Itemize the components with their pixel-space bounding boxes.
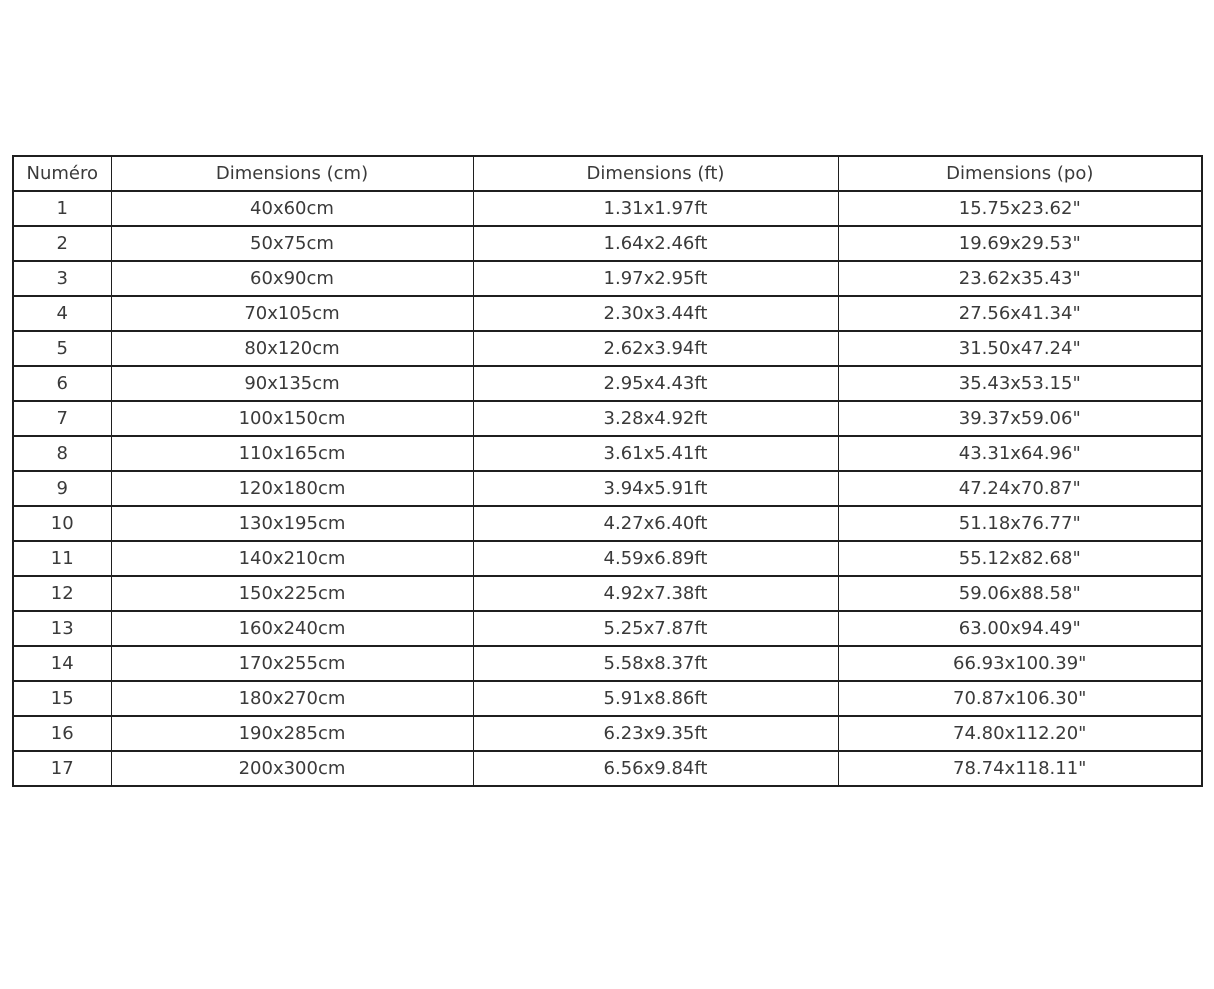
- table-cell: 1.97x2.95ft: [472, 260, 839, 297]
- table-cell: 8: [12, 435, 112, 472]
- table-row: 5 80x120cm 2.62x3.94ft 31.50x47.24": [12, 330, 1203, 367]
- table-cell: 160x240cm: [110, 610, 474, 647]
- table-cell: 5: [12, 330, 112, 367]
- table-row: 9 120x180cm 3.94x5.91ft 47.24x70.87": [12, 470, 1203, 507]
- table-cell: 4.92x7.38ft: [472, 575, 839, 612]
- table-cell: 150x225cm: [110, 575, 474, 612]
- table-row: 1 40x60cm 1.31x1.97ft 15.75x23.62": [12, 190, 1203, 227]
- table-cell: 6: [12, 365, 112, 402]
- table-cell: 59.06x88.58": [837, 575, 1203, 612]
- table-row: 6 90x135cm 2.95x4.43ft 35.43x53.15": [12, 365, 1203, 402]
- table-cell: 15.75x23.62": [837, 190, 1203, 227]
- table-cell: 51.18x76.77": [837, 505, 1203, 542]
- table-row: 17 200x300cm 6.56x9.84ft 78.74x118.11": [12, 750, 1203, 787]
- table-cell: 4: [12, 295, 112, 332]
- table-cell: 140x210cm: [110, 540, 474, 577]
- table-row: 14 170x255cm 5.58x8.37ft 66.93x100.39": [12, 645, 1203, 682]
- table-cell: 13: [12, 610, 112, 647]
- table-cell: 180x270cm: [110, 680, 474, 717]
- table-cell: 40x60cm: [110, 190, 474, 227]
- table-row: 4 70x105cm 2.30x3.44ft 27.56x41.34": [12, 295, 1203, 332]
- table-cell: 5.91x8.86ft: [472, 680, 839, 717]
- table-row: 13 160x240cm 5.25x7.87ft 63.00x94.49": [12, 610, 1203, 647]
- table-cell: 90x135cm: [110, 365, 474, 402]
- table-row: 10 130x195cm 4.27x6.40ft 51.18x76.77": [12, 505, 1203, 542]
- table-cell: 80x120cm: [110, 330, 474, 367]
- table-cell: 4.27x6.40ft: [472, 505, 839, 542]
- table-cell: 19.69x29.53": [837, 225, 1203, 262]
- table-cell: 66.93x100.39": [837, 645, 1203, 682]
- table-cell: 110x165cm: [110, 435, 474, 472]
- table-cell: 1.31x1.97ft: [472, 190, 839, 227]
- table-cell: 15: [12, 680, 112, 717]
- table-cell: 5.25x7.87ft: [472, 610, 839, 647]
- table-cell: 14: [12, 645, 112, 682]
- table-row: 12 150x225cm 4.92x7.38ft 59.06x88.58": [12, 575, 1203, 612]
- table-cell: 1: [12, 190, 112, 227]
- table-cell: 39.37x59.06": [837, 400, 1203, 437]
- table-header: Numéro Dimensions (cm) Dimensions (ft) D…: [12, 155, 1203, 192]
- table-row: 11 140x210cm 4.59x6.89ft 55.12x82.68": [12, 540, 1203, 577]
- table-cell: 55.12x82.68": [837, 540, 1203, 577]
- table-cell: 31.50x47.24": [837, 330, 1203, 367]
- table-cell: 60x90cm: [110, 260, 474, 297]
- table-cell: 17: [12, 750, 112, 787]
- table-cell: 27.56x41.34": [837, 295, 1203, 332]
- table-cell: 70.87x106.30": [837, 680, 1203, 717]
- header-dimensions-po: Dimensions (po): [837, 155, 1203, 192]
- table-cell: 120x180cm: [110, 470, 474, 507]
- table-cell: 10: [12, 505, 112, 542]
- table-cell: 6.56x9.84ft: [472, 750, 839, 787]
- table-cell: 43.31x64.96": [837, 435, 1203, 472]
- table-cell: 50x75cm: [110, 225, 474, 262]
- table-row: 8 110x165cm 3.61x5.41ft 43.31x64.96": [12, 435, 1203, 472]
- table-row: 16 190x285cm 6.23x9.35ft 74.80x112.20": [12, 715, 1203, 752]
- table-row: 2 50x75cm 1.64x2.46ft 19.69x29.53": [12, 225, 1203, 262]
- table-cell: 12: [12, 575, 112, 612]
- table-cell: 3: [12, 260, 112, 297]
- dimensions-conversion-table: Numéro Dimensions (cm) Dimensions (ft) D…: [12, 155, 1203, 787]
- table-cell: 100x150cm: [110, 400, 474, 437]
- table-cell: 70x105cm: [110, 295, 474, 332]
- table-cell: 2: [12, 225, 112, 262]
- table-cell: 11: [12, 540, 112, 577]
- table-cell: 170x255cm: [110, 645, 474, 682]
- header-numero: Numéro: [12, 155, 112, 192]
- table-cell: 47.24x70.87": [837, 470, 1203, 507]
- table-cell: 190x285cm: [110, 715, 474, 752]
- table-cell: 7: [12, 400, 112, 437]
- table-row: 15 180x270cm 5.91x8.86ft 70.87x106.30": [12, 680, 1203, 717]
- table-row: 3 60x90cm 1.97x2.95ft 23.62x35.43": [12, 260, 1203, 297]
- table-cell: 74.80x112.20": [837, 715, 1203, 752]
- table-header-row: Numéro Dimensions (cm) Dimensions (ft) D…: [12, 155, 1203, 192]
- table-cell: 5.58x8.37ft: [472, 645, 839, 682]
- table-cell: 2.95x4.43ft: [472, 365, 839, 402]
- table-cell: 200x300cm: [110, 750, 474, 787]
- table-cell: 6.23x9.35ft: [472, 715, 839, 752]
- table-cell: 130x195cm: [110, 505, 474, 542]
- table-cell: 3.61x5.41ft: [472, 435, 839, 472]
- table-cell: 63.00x94.49": [837, 610, 1203, 647]
- table-body: 1 40x60cm 1.31x1.97ft 15.75x23.62" 2 50x75cm 1…: [12, 190, 1203, 787]
- table-cell: 2.62x3.94ft: [472, 330, 839, 367]
- table-cell: 2.30x3.44ft: [472, 295, 839, 332]
- table-cell: 78.74x118.11": [837, 750, 1203, 787]
- table-cell: 1.64x2.46ft: [472, 225, 839, 262]
- table-cell: 3.94x5.91ft: [472, 470, 839, 507]
- header-dimensions-cm: Dimensions (cm): [110, 155, 474, 192]
- table-row: 7 100x150cm 3.28x4.92ft 39.37x59.06": [12, 400, 1203, 437]
- header-dimensions-ft: Dimensions (ft): [472, 155, 839, 192]
- table-cell: 9: [12, 470, 112, 507]
- table-cell: 16: [12, 715, 112, 752]
- table-cell: 23.62x35.43": [837, 260, 1203, 297]
- table-cell: 4.59x6.89ft: [472, 540, 839, 577]
- table-cell: 3.28x4.92ft: [472, 400, 839, 437]
- table-cell: 35.43x53.15": [837, 365, 1203, 402]
